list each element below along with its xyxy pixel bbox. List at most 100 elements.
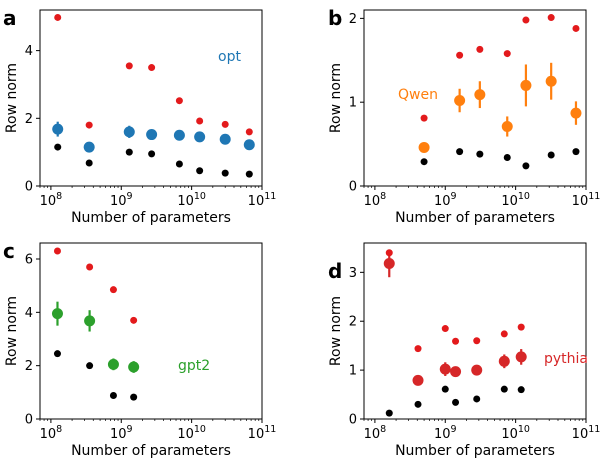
x-tick-label: 1010 xyxy=(177,424,206,442)
lower-point xyxy=(125,148,133,156)
y-tick-label: 0 xyxy=(25,180,33,195)
panel-letter: b xyxy=(328,6,342,30)
upper-point xyxy=(125,62,133,70)
x-tick-label: 1011 xyxy=(248,191,277,209)
main-point xyxy=(498,355,510,367)
upper-point xyxy=(245,128,253,136)
upper-point xyxy=(517,323,525,331)
upper-point xyxy=(85,121,93,129)
lower-point xyxy=(517,386,525,394)
x-tick-label: 109 xyxy=(110,424,133,442)
upper-point xyxy=(522,16,530,24)
series-label: Qwen xyxy=(398,87,438,103)
y-axis-label: Row norm xyxy=(328,296,344,366)
panel-letter: a xyxy=(3,6,17,30)
lower-point xyxy=(572,148,580,156)
y-tick-label: 2 xyxy=(25,359,33,374)
main-point xyxy=(51,308,63,320)
main-point xyxy=(515,351,527,363)
upper-point xyxy=(54,13,62,21)
panel-b: b 0 1 2 108 109 1010 1011 Number of parameter… xyxy=(328,6,600,226)
x-tick-label: 1011 xyxy=(248,424,277,442)
upper-point xyxy=(572,24,580,32)
x-tick-label: 108 xyxy=(40,424,63,442)
y-tick-label: 6 xyxy=(25,253,33,268)
main-point xyxy=(383,258,395,270)
upper-point xyxy=(452,337,460,345)
y-axis-ticks: 0 1 2 3 xyxy=(349,266,364,428)
main-point xyxy=(418,141,430,153)
x-tick-label: 109 xyxy=(434,424,457,442)
x-tick-label: 109 xyxy=(434,191,457,209)
lower-point xyxy=(245,170,253,178)
x-tick-label: 1010 xyxy=(177,191,206,209)
plot-frame xyxy=(39,9,263,187)
upper-point xyxy=(547,14,555,22)
lower-point xyxy=(473,395,481,403)
lower-point xyxy=(385,409,393,417)
x-tick-label: 108 xyxy=(364,424,387,442)
data-marks xyxy=(51,247,140,401)
y-tick-label: 4 xyxy=(25,306,33,321)
lower-point xyxy=(522,162,530,170)
main-point xyxy=(454,95,466,107)
series-label: opt xyxy=(218,49,241,65)
main-point xyxy=(173,129,185,141)
lower-point xyxy=(420,158,428,166)
x-axis-label: Number of parameters xyxy=(71,210,231,226)
y-axis-ticks: 0 1 2 xyxy=(349,12,364,195)
panel-letter: c xyxy=(3,239,15,263)
series-label: gpt2 xyxy=(178,358,210,374)
x-tick-label: 1011 xyxy=(572,191,601,209)
plot-frame xyxy=(363,9,587,187)
x-axis-ticks: 108 109 1010 1011 xyxy=(40,186,277,209)
main-point xyxy=(83,141,95,153)
lower-point xyxy=(221,169,229,177)
y-tick-label: 0 xyxy=(349,180,357,195)
x-axis-label: Number of parameters xyxy=(71,443,231,459)
main-point xyxy=(84,315,96,327)
upper-point xyxy=(109,286,117,294)
upper-point xyxy=(476,45,484,53)
y-axis-label: Row norm xyxy=(328,63,344,133)
y-axis-ticks: 0 2 4 6 xyxy=(25,253,40,428)
lower-point xyxy=(414,400,422,408)
main-point xyxy=(545,75,557,87)
upper-point xyxy=(175,97,183,105)
x-tick-label: 1011 xyxy=(572,424,601,442)
x-tick-label: 1010 xyxy=(501,191,530,209)
lower-point xyxy=(196,167,204,175)
upper-point xyxy=(473,337,481,345)
lower-point xyxy=(503,154,511,162)
upper-point xyxy=(148,64,156,72)
x-tick-label: 1010 xyxy=(501,424,530,442)
panel-letter: d xyxy=(328,259,342,283)
y-tick-label: 2 xyxy=(349,12,357,27)
lower-point xyxy=(547,151,555,159)
upper-point xyxy=(456,51,464,59)
lower-point xyxy=(54,143,62,151)
data-marks xyxy=(383,249,527,417)
lower-point xyxy=(130,393,138,401)
main-point xyxy=(501,120,513,132)
panel-c: c 0 2 4 6 108 109 1010 1011 Number of paramete… xyxy=(3,239,276,459)
main-point xyxy=(520,79,532,91)
lower-point xyxy=(53,350,61,358)
x-tick-label: 108 xyxy=(364,191,387,209)
main-point xyxy=(123,126,135,138)
data-marks xyxy=(52,13,255,178)
lower-point xyxy=(86,362,94,370)
upper-point xyxy=(53,247,61,255)
upper-point xyxy=(130,316,138,324)
y-tick-label: 1 xyxy=(349,364,357,379)
main-point xyxy=(219,133,231,145)
upper-point xyxy=(503,50,511,58)
panel-a: a 0 2 4 108 109 1010 1011 Number of parameter… xyxy=(3,6,276,226)
main-point xyxy=(146,129,158,141)
upper-point xyxy=(420,114,428,122)
y-tick-label: 0 xyxy=(349,413,357,428)
lower-point xyxy=(441,385,449,393)
x-axis-ticks: 108 109 1010 1011 xyxy=(364,419,601,442)
main-point xyxy=(194,131,206,143)
